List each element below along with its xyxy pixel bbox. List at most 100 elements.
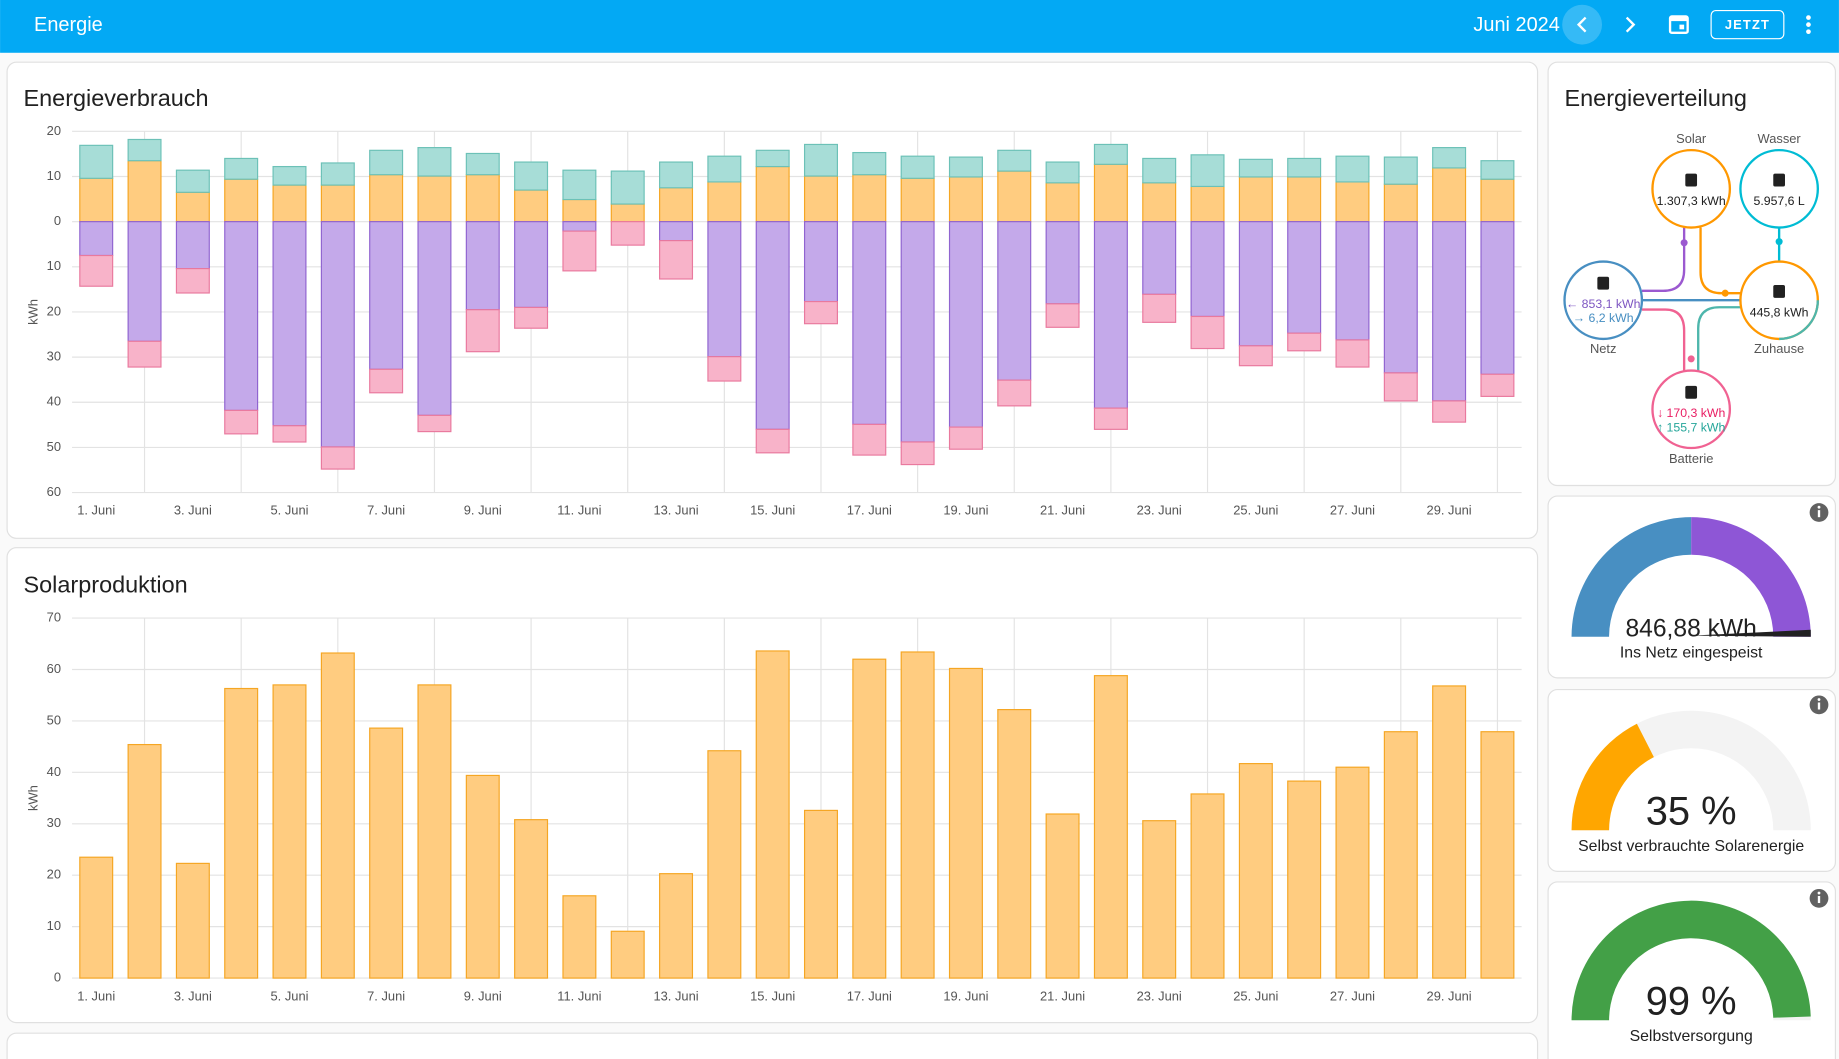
bar (1383, 156, 1418, 185)
now-button[interactable] (1710, 9, 1785, 40)
x-tick-label: 29. Juni (1427, 503, 1472, 518)
node-value: ← 853,1 kWh (1566, 297, 1641, 311)
node-label: Solar (1676, 131, 1707, 146)
bar (1287, 221, 1322, 334)
bar (659, 873, 694, 979)
node-circle (1651, 148, 1732, 229)
node-icon (1685, 385, 1698, 399)
bar (610, 221, 645, 246)
bar (1432, 167, 1467, 223)
node-label: Wasser (1758, 131, 1802, 146)
chart-title: Solarproduktion (24, 572, 188, 598)
x-tick-label: 15. Juni (750, 503, 795, 518)
bar (1190, 185, 1225, 223)
flow-battery-home (1697, 306, 1741, 371)
node-label: Batterie (1669, 451, 1713, 466)
bar (369, 174, 404, 223)
bar (272, 165, 307, 186)
bar (1045, 303, 1080, 328)
bar (900, 221, 935, 443)
bar (1335, 155, 1370, 183)
bar (1383, 731, 1418, 979)
bar (175, 862, 210, 979)
y-tick-label: 30 (47, 815, 61, 830)
next-button[interactable] (1625, 16, 1636, 33)
bar (659, 187, 694, 223)
bar (175, 268, 210, 294)
bar (1480, 373, 1515, 397)
bar (320, 184, 355, 223)
bar (1190, 315, 1225, 350)
y-tick-label: 20 (47, 867, 61, 882)
node-value: ↓ 170,3 kWh (1657, 406, 1726, 420)
bar (755, 149, 790, 168)
bar (755, 221, 790, 430)
menu-dot (1806, 22, 1811, 27)
bar (224, 409, 259, 435)
calendar-icon-top (1670, 16, 1688, 22)
bar (369, 149, 404, 176)
bar (852, 658, 887, 979)
x-tick-label: 21. Juni (1040, 503, 1085, 518)
bar (803, 221, 838, 303)
bar (659, 161, 694, 189)
gauge-arc (1691, 517, 1811, 637)
bar (1383, 183, 1418, 223)
bar (224, 221, 259, 411)
x-tick-label: 13. Juni (653, 503, 698, 518)
gauge-value: 35 % (1646, 789, 1737, 833)
calendar-button[interactable] (1668, 15, 1689, 35)
chart-title: Energieverbrauch (24, 85, 209, 111)
menu-button[interactable] (1806, 15, 1811, 35)
bar (562, 230, 597, 272)
bar (127, 221, 162, 342)
previous-button[interactable] (1562, 4, 1603, 45)
x-tick-label: 27. Juni (1330, 503, 1375, 518)
x-tick-label: 27. Juni (1330, 988, 1375, 1003)
flow-dot (1687, 355, 1695, 363)
bar (1480, 221, 1515, 375)
bar (1432, 400, 1467, 423)
bar (1432, 221, 1467, 402)
gauge-caption: Ins Netz eingespeist (1620, 644, 1763, 661)
y-tick-label: 40 (47, 394, 61, 409)
x-tick-label: 13. Juni (653, 988, 698, 1003)
bar (369, 368, 404, 394)
bar (417, 221, 452, 416)
bar (127, 743, 162, 979)
bar (127, 340, 162, 368)
y-tick-label: 40 (47, 764, 61, 779)
bar (997, 221, 1032, 381)
card (6, 1032, 1539, 1059)
y-tick-label: 0 (54, 969, 61, 984)
x-tick-label: 5. Juni (271, 503, 309, 518)
bar (1238, 763, 1273, 979)
bar (514, 161, 549, 191)
bar (948, 426, 983, 450)
y-tick-label: 20 (47, 303, 61, 318)
bar (465, 221, 500, 311)
x-tick-label: 21. Juni (1040, 988, 1085, 1003)
bar (1093, 221, 1128, 409)
distribution-title: Energieverteilung (1565, 85, 1747, 111)
bar (707, 221, 742, 358)
x-tick-label: 9. Juni (464, 503, 502, 518)
gauge-needle (1691, 629, 1811, 637)
bar (514, 221, 549, 309)
bar (79, 856, 114, 979)
bar (369, 221, 404, 370)
x-tick-label: 19. Juni (943, 988, 988, 1003)
bar (1238, 176, 1273, 223)
info-glyph (1817, 895, 1821, 904)
bar (79, 254, 114, 287)
bar (900, 155, 935, 179)
node-value: → 6,2 kWh (1573, 311, 1634, 325)
y-tick-label: 10 (47, 168, 61, 183)
bar (1432, 147, 1467, 169)
bar (900, 177, 935, 223)
y-tick-label: 10 (47, 918, 61, 933)
bar (997, 709, 1032, 979)
gauge-arc (1571, 723, 1654, 831)
